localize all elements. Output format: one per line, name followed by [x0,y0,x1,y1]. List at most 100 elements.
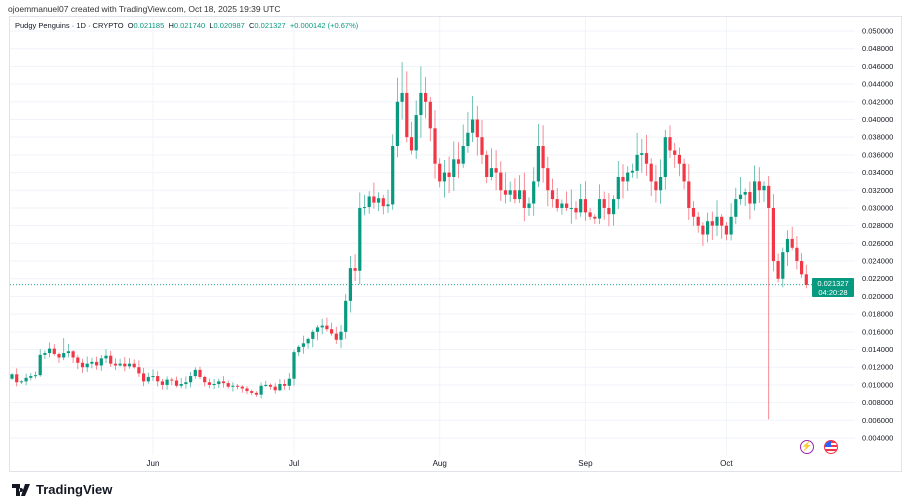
symbol-title[interactable]: Pudgy Penguins · 1D · CRYPTO [15,21,124,30]
candle-body [400,92,404,102]
candle-body [508,190,512,195]
candle-body [217,381,221,385]
candle-body [734,199,738,217]
candle-body [452,159,456,177]
candle [433,110,437,179]
candle-body [442,172,446,182]
candle [29,372,33,381]
candle [800,253,804,278]
candle-body [518,190,522,200]
y-tick-label: 0.012000 [862,363,893,372]
grid [10,17,855,455]
candle-body [480,137,484,155]
y-tick-label: 0.046000 [862,62,893,71]
candle [330,322,334,336]
candle [724,222,728,241]
candle-body [738,194,743,200]
candle [66,344,70,358]
candle-body [273,386,277,391]
tradingview-logo[interactable]: TradingView [12,482,112,497]
candle [278,378,282,392]
candle-body [19,381,23,383]
candle [616,161,620,209]
y-tick-label: 0.004000 [862,434,893,443]
candle [706,212,710,243]
candle-body [565,203,569,208]
candle [123,357,127,372]
candle-body [71,351,75,358]
candle [381,194,385,215]
candle [494,150,498,191]
lightning-icon[interactable]: ⚡ [800,440,814,454]
chart-frame [9,16,902,472]
candle-body [621,176,625,182]
candle [348,255,352,313]
candle [104,349,108,363]
candle-body [424,92,428,102]
candle-body [43,353,47,355]
candle-body [137,367,141,374]
candle-body [212,384,216,386]
candle-body [682,163,686,182]
candle [301,335,305,354]
candle [640,138,644,173]
candle [424,76,428,119]
candle-body [48,348,52,354]
us-flag-icon[interactable] [824,440,838,454]
candle [452,141,456,191]
ohlc-legend: Pudgy Penguins · 1D · CRYPTO O0.021185 H… [15,21,358,30]
candle-body [287,378,291,386]
candle [15,368,19,387]
candle-body [306,338,310,344]
candle [738,176,743,205]
candle [442,159,446,198]
candle-body [127,363,132,367]
candle [499,161,503,201]
candle [297,344,301,357]
y-tick-label: 0.030000 [862,203,893,212]
candle-body [748,192,752,204]
candle-body [250,391,254,393]
y-tick-label: 0.028000 [862,221,893,230]
candle [612,195,616,226]
candle-body [311,331,315,339]
candle-body [348,268,352,301]
candle-body [771,207,775,262]
candle-body [268,384,273,387]
candle-body [62,353,66,358]
last-price: 0.021327 [817,279,849,288]
candle [659,159,663,204]
candle [334,326,338,344]
candle [273,383,277,394]
y-tick-label: 0.048000 [862,44,893,53]
candle-body [456,159,461,164]
candle-body [489,168,493,177]
candle [203,375,207,387]
price-axis: 0.004000 0.006000 0.008000 0.010000 0.012000… [862,27,893,443]
y-tick-label: 0.044000 [862,80,893,89]
candle [395,77,399,158]
candle [377,192,381,212]
candle-body [550,190,555,200]
close-label: C [248,21,255,30]
candle [668,125,672,158]
x-tick-label: Jul [289,459,299,468]
candle-body [626,172,630,182]
candle-body [635,154,639,171]
candle [48,342,52,358]
candle-body [649,163,653,182]
candle [710,211,714,240]
candle [644,134,649,176]
candle [588,208,592,220]
candle-body [38,354,42,376]
candle [687,164,691,220]
candle [715,200,719,236]
candle-body [433,128,437,164]
candle-body [409,137,414,151]
candle [767,176,771,420]
candles [10,61,808,420]
candle [720,214,724,239]
candle [480,119,484,164]
candle-body [428,101,432,129]
